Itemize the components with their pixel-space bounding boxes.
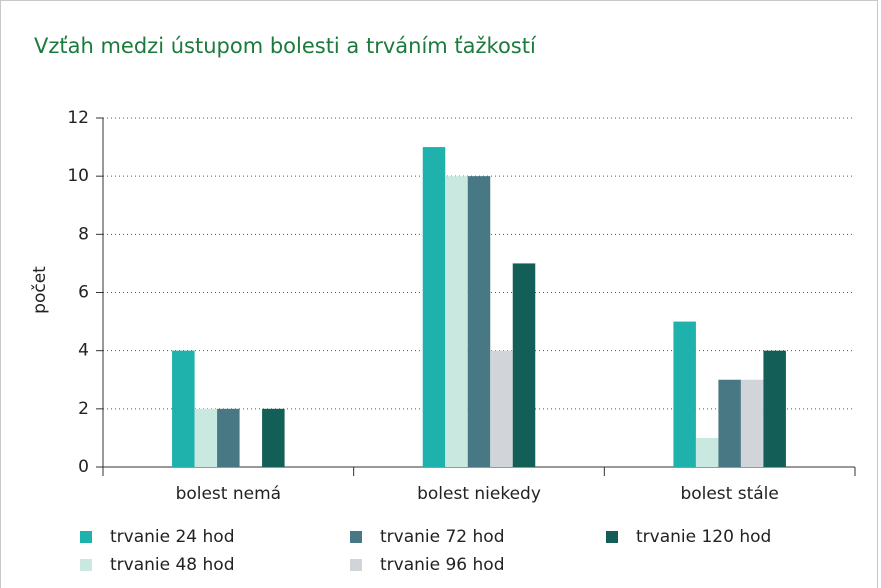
x-tick-label: bolest niekedy	[417, 484, 541, 504]
x-tick-label: bolest nemá	[176, 484, 282, 504]
bar	[740, 379, 764, 467]
legend-swatch	[350, 559, 362, 571]
bar	[467, 176, 491, 467]
bar	[718, 379, 741, 467]
y-axis-label: počet	[30, 266, 50, 314]
bar	[512, 263, 536, 467]
bar	[217, 408, 240, 467]
bar	[763, 350, 786, 467]
chart-title: Vzťah medzi ústupom bolesti a trváním ťa…	[34, 34, 537, 58]
y-tick-label: 0	[78, 457, 89, 477]
bar	[422, 147, 446, 468]
x-tick-label: bolest stále	[680, 484, 778, 504]
legend-label: trvanie 24 hod	[110, 527, 235, 547]
bar	[445, 176, 468, 467]
legend-swatch	[606, 531, 618, 543]
bar	[194, 408, 218, 467]
legend-swatch	[80, 559, 92, 571]
y-tick-label: 10	[67, 166, 89, 186]
legend-label: trvanie 120 hod	[636, 527, 771, 547]
y-tick-label: 4	[78, 341, 89, 361]
legend-label: trvanie 48 hod	[110, 555, 235, 575]
y-tick-label: 6	[78, 283, 89, 303]
bar	[262, 408, 285, 467]
legend-swatch	[80, 531, 92, 543]
legend-label: trvanie 96 hod	[380, 555, 505, 575]
bar	[490, 350, 513, 467]
legend-swatch	[350, 531, 362, 543]
bar	[673, 321, 696, 467]
y-tick-label: 8	[78, 224, 89, 244]
bar	[695, 437, 719, 467]
y-tick-label: 12	[67, 108, 89, 128]
bar	[172, 350, 195, 467]
y-tick-label: 2	[78, 399, 89, 419]
legend-label: trvanie 72 hod	[380, 527, 505, 547]
